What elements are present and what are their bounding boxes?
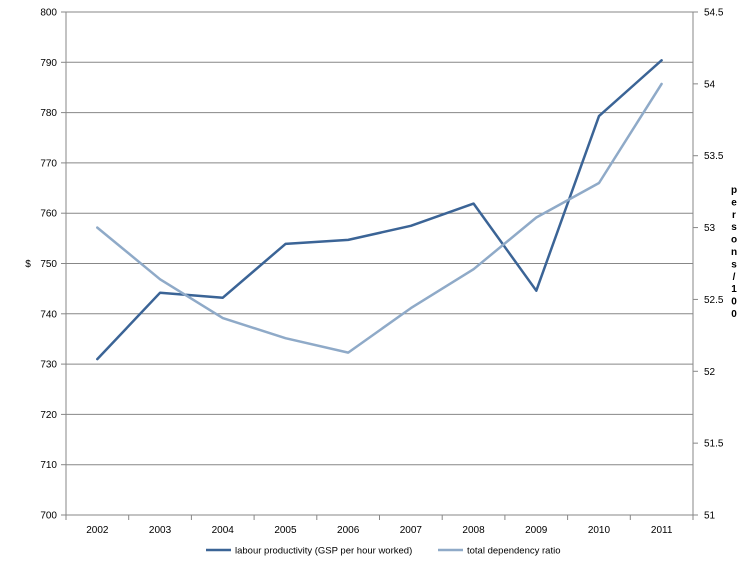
y-right-axis-title-char: 0 (731, 309, 737, 320)
y-left-tick-label: 710 (40, 460, 57, 471)
y-left-tick-label: 700 (40, 511, 57, 522)
y-left-tick-label: 730 (40, 360, 57, 371)
x-tick-label: 2005 (274, 525, 297, 536)
y-right-axis-title-char: 1 (731, 284, 737, 295)
y-right-axis-title-char: o (731, 235, 737, 246)
y-left-tick-label: 770 (40, 158, 57, 169)
y-left-tick-label: 720 (40, 410, 57, 421)
y-left-tick-label: 750 (40, 259, 57, 270)
y-right-axis-title-char: p (731, 185, 737, 196)
y-right-tick-label: 52 (704, 367, 716, 378)
y-right-tick-label: 54.5 (704, 8, 724, 19)
y-left-tick-label: 740 (40, 309, 57, 320)
x-tick-label: 2004 (212, 525, 235, 536)
x-tick-label: 2009 (525, 525, 548, 536)
x-tick-label: 2010 (588, 525, 611, 536)
y-left-axis-title: $ (25, 259, 31, 270)
y-left-tick-label: 780 (40, 108, 57, 119)
y-right-tick-label: 53 (704, 223, 716, 234)
x-tick-label: 2003 (149, 525, 172, 536)
x-tick-label: 2002 (86, 525, 109, 536)
y-right-axis-title-char: 0 (731, 297, 737, 308)
y-right-axis-title-char: s (731, 259, 737, 270)
x-tick-label: 2006 (337, 525, 360, 536)
series-line-2 (96, 82, 663, 354)
series-line-1 (96, 59, 663, 361)
legend-label-2: total dependency ratio (467, 546, 560, 557)
y-right-tick-label: 51 (704, 511, 716, 522)
y-right-tick-label: 51.5 (704, 439, 724, 450)
y-left-tick-label: 800 (40, 8, 57, 19)
y-left-tick-label: 760 (40, 209, 57, 220)
y-right-axis-title-char: r (732, 210, 736, 221)
y-right-axis-title-char: e (731, 197, 737, 208)
y-right-tick-label: 52.5 (704, 295, 724, 306)
legend-label-1: labour productivity (GSP per hour worked… (235, 546, 412, 557)
y-right-axis-title-char: n (731, 247, 737, 258)
y-right-tick-label: 53.5 (704, 151, 724, 162)
y-right-axis-title-char: / (733, 272, 736, 283)
y-right-axis-title-char: s (731, 222, 737, 233)
x-tick-label: 2008 (462, 525, 485, 536)
x-tick-label: 2007 (400, 525, 423, 536)
x-tick-label: 2011 (651, 525, 673, 536)
y-right-tick-label: 54 (704, 79, 716, 90)
y-left-tick-label: 790 (40, 58, 57, 69)
